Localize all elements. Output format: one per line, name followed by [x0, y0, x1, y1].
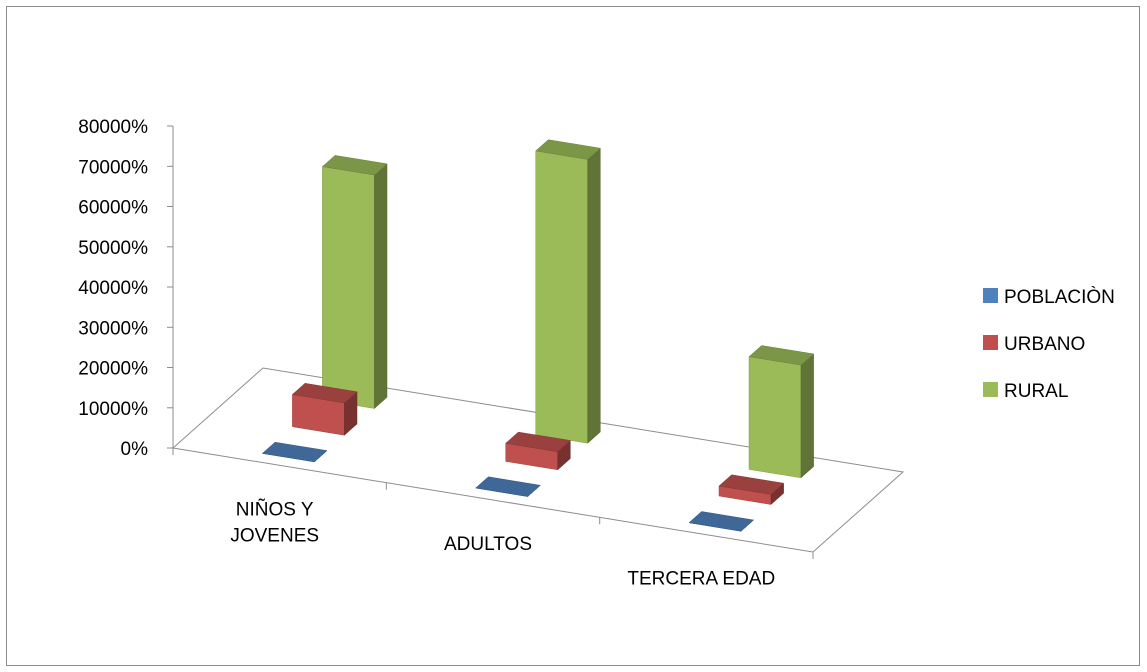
- bar: [321, 155, 388, 410]
- bar-front-face: [748, 356, 802, 479]
- bar: [505, 431, 571, 471]
- bar: [475, 476, 541, 497]
- x-tick-label: JOVENES: [230, 525, 319, 546]
- x-tick-label: ADULTOS: [444, 534, 532, 555]
- legend-item: RURAL: [983, 381, 1068, 402]
- bar-top-face: [505, 431, 571, 452]
- x-tick-label: TERCERA EDAD: [627, 569, 775, 590]
- y-tick-label: 0%: [121, 439, 149, 460]
- bar-side-face: [587, 147, 601, 444]
- legend-item: POBLACIÒN: [983, 286, 1115, 308]
- bar: [748, 345, 815, 479]
- bar-top-face: [718, 474, 785, 495]
- legend-swatch: [983, 382, 998, 397]
- y-tick-label: 40000%: [78, 278, 148, 299]
- category-axis-labels: NIÑOS Y JOVENES ADULTOS TERCERA EDAD: [172, 448, 814, 590]
- bar: [535, 139, 601, 444]
- y-tick-label: 80000%: [78, 117, 148, 138]
- y-tick-label: 60000%: [78, 198, 148, 219]
- bar-top-face: [291, 383, 358, 404]
- bar-top-face: [321, 155, 388, 176]
- bar-side-face: [374, 163, 388, 410]
- bar-top-face: [261, 441, 328, 463]
- bar-front-face: [322, 166, 375, 409]
- legend: POBLACIÒN URBANO RURAL: [983, 286, 1115, 402]
- bar-top-face: [688, 511, 755, 532]
- y-tick-label: 50000%: [78, 238, 148, 259]
- bar-front-face: [535, 150, 588, 444]
- y-tick-label: 30000%: [78, 318, 148, 339]
- legend-label: POBLACIÒN: [1004, 286, 1115, 308]
- legend-swatch: [983, 288, 998, 303]
- bar-top-face: [748, 345, 815, 366]
- y-tick-label: 70000%: [78, 157, 148, 178]
- bar: [688, 511, 755, 532]
- bars: [261, 139, 815, 532]
- legend-swatch: [983, 335, 998, 350]
- bar: [291, 383, 358, 436]
- value-axis: 0% 10000% 20000% 30000% 40000% 50000% 60000% 70…: [78, 117, 174, 460]
- bar-side-face: [800, 353, 814, 479]
- bar: [718, 474, 785, 506]
- legend-label: RURAL: [1004, 381, 1068, 402]
- x-tick-label: NIÑOS Y: [236, 498, 314, 520]
- legend-item: URBANO: [983, 334, 1085, 355]
- y-tick-label: 10000%: [78, 399, 148, 420]
- y-tick-label: 20000%: [78, 359, 148, 380]
- bar-top-face: [535, 139, 601, 160]
- legend-label: URBANO: [1004, 334, 1085, 355]
- bar-top-face: [475, 476, 541, 497]
- bar: [261, 441, 328, 463]
